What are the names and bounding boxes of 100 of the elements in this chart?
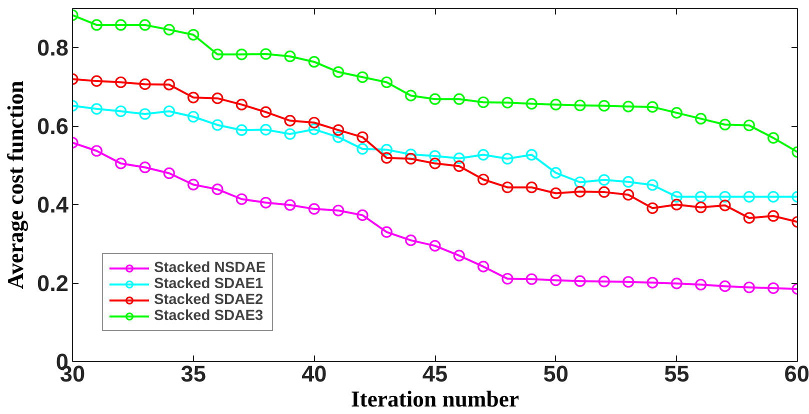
point bbox=[405, 152, 417, 165]
point bbox=[284, 128, 296, 140]
point bbox=[188, 110, 200, 123]
point bbox=[429, 240, 441, 252]
point bbox=[743, 190, 755, 203]
point bbox=[598, 276, 610, 288]
point bbox=[260, 106, 272, 118]
point bbox=[284, 50, 296, 62]
point bbox=[453, 250, 465, 262]
point bbox=[646, 276, 658, 288]
point bbox=[598, 174, 610, 186]
point bbox=[260, 196, 272, 208]
point bbox=[453, 93, 465, 105]
point bbox=[308, 124, 320, 136]
point bbox=[550, 274, 562, 286]
point bbox=[743, 212, 755, 224]
point bbox=[526, 149, 538, 161]
point bbox=[646, 101, 658, 113]
point bbox=[526, 273, 538, 285]
point bbox=[188, 28, 200, 41]
point bbox=[188, 92, 200, 104]
point bbox=[646, 202, 658, 214]
point bbox=[719, 118, 731, 130]
point bbox=[478, 260, 490, 272]
point bbox=[429, 150, 441, 162]
x-tick-label: 35 bbox=[180, 360, 206, 386]
point bbox=[212, 92, 224, 104]
point bbox=[90, 145, 102, 157]
point bbox=[768, 132, 780, 144]
y-tick-label: 0.8 bbox=[37, 34, 69, 61]
point bbox=[622, 189, 634, 201]
point bbox=[163, 105, 175, 118]
point bbox=[236, 193, 248, 205]
legend-label: Stacked SDAE3 bbox=[154, 308, 264, 324]
point bbox=[284, 114, 296, 126]
point bbox=[163, 24, 175, 36]
point bbox=[139, 78, 151, 90]
point bbox=[453, 152, 465, 164]
x-tick-label: 60 bbox=[784, 360, 809, 386]
point bbox=[139, 162, 151, 174]
point bbox=[212, 119, 224, 131]
point bbox=[453, 160, 465, 172]
point bbox=[115, 76, 127, 88]
point bbox=[115, 105, 127, 118]
point bbox=[380, 226, 392, 238]
point bbox=[163, 167, 175, 180]
point bbox=[429, 93, 441, 105]
point bbox=[502, 272, 514, 285]
point bbox=[429, 158, 441, 170]
point bbox=[380, 144, 392, 156]
point bbox=[478, 149, 490, 161]
point bbox=[695, 112, 707, 125]
point bbox=[260, 48, 272, 60]
point bbox=[768, 190, 780, 203]
point bbox=[695, 202, 707, 214]
point bbox=[405, 90, 417, 102]
x-tick-label: 40 bbox=[302, 360, 327, 386]
legend-label: Stacked SDAE2 bbox=[154, 292, 264, 308]
point bbox=[743, 120, 755, 132]
point bbox=[356, 143, 368, 155]
legend-label: Stacked NSDAE bbox=[154, 260, 266, 276]
y-tick-label: 0.4 bbox=[37, 192, 69, 218]
x-tick-label: 50 bbox=[543, 360, 568, 386]
point bbox=[308, 203, 320, 215]
point bbox=[670, 107, 682, 119]
point bbox=[478, 96, 490, 108]
point bbox=[380, 152, 392, 164]
point bbox=[598, 100, 610, 112]
point bbox=[115, 19, 127, 31]
point bbox=[670, 198, 682, 210]
point bbox=[356, 131, 368, 143]
point bbox=[356, 71, 368, 83]
point bbox=[405, 148, 417, 160]
point bbox=[188, 178, 200, 190]
point bbox=[502, 96, 514, 108]
point bbox=[163, 78, 175, 90]
point bbox=[332, 204, 344, 216]
x-tick-label: 45 bbox=[422, 360, 448, 386]
point bbox=[308, 56, 320, 68]
point bbox=[236, 48, 248, 60]
x-axis-title: Iteration number bbox=[350, 386, 520, 412]
point bbox=[646, 179, 658, 191]
point bbox=[574, 186, 586, 198]
y-axis-title: Average cost function bbox=[3, 80, 28, 290]
point bbox=[526, 182, 538, 194]
point bbox=[574, 100, 586, 112]
point bbox=[284, 199, 296, 211]
point bbox=[380, 76, 392, 88]
point bbox=[478, 174, 490, 186]
point bbox=[719, 190, 731, 203]
point bbox=[115, 158, 127, 170]
point bbox=[622, 100, 634, 112]
point bbox=[622, 176, 634, 188]
point bbox=[768, 282, 780, 294]
x-tick-label: 55 bbox=[664, 360, 690, 386]
y-tick-label: 0.2 bbox=[37, 270, 69, 296]
point bbox=[502, 182, 514, 194]
point bbox=[670, 190, 682, 203]
point bbox=[719, 280, 731, 292]
point bbox=[695, 190, 707, 203]
